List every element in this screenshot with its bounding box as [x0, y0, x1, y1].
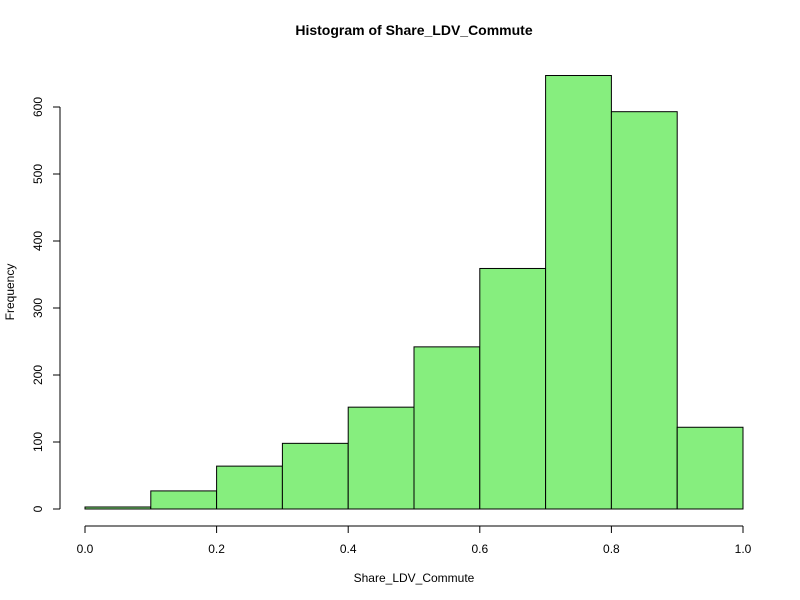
histogram-bar — [413, 346, 481, 510]
histogram-bar — [610, 111, 678, 510]
y-axis-label: Frequency — [3, 264, 17, 321]
y-axis: 0 100 200 300 400 500 600 — [31, 97, 61, 512]
x-tick-label: 1.0 — [735, 542, 752, 556]
y-tick-label: 600 — [31, 97, 45, 117]
y-tick-label: 400 — [31, 231, 45, 251]
x-axis: 0.0 0.2 0.4 0.6 0.8 1.0 — [77, 525, 752, 556]
x-tick-label: 0.2 — [208, 542, 225, 556]
histogram-bar — [545, 75, 612, 510]
y-tick-label: 300 — [31, 298, 45, 318]
x-tick-label: 0.6 — [471, 542, 488, 556]
histogram-bar — [479, 267, 547, 510]
y-tick-label: 500 — [31, 164, 45, 184]
histogram-bar — [281, 442, 349, 510]
histogram-bar — [676, 426, 744, 510]
histogram-bar — [150, 490, 218, 510]
bars-group — [84, 75, 744, 510]
chart-title: Histogram of Share_LDV_Commute — [295, 22, 532, 38]
y-tick-label: 200 — [31, 365, 45, 385]
histogram-bar — [347, 406, 415, 510]
y-tick-label: 0 — [31, 505, 45, 512]
histogram-bar — [84, 506, 152, 510]
x-tick-label: 0.0 — [77, 542, 94, 556]
y-tick-label: 100 — [31, 432, 45, 452]
x-tick-label: 0.4 — [340, 542, 357, 556]
histogram-bar — [216, 465, 283, 510]
x-axis-label: Share_LDV_Commute — [354, 571, 475, 585]
x-tick-label: 0.8 — [603, 542, 620, 556]
